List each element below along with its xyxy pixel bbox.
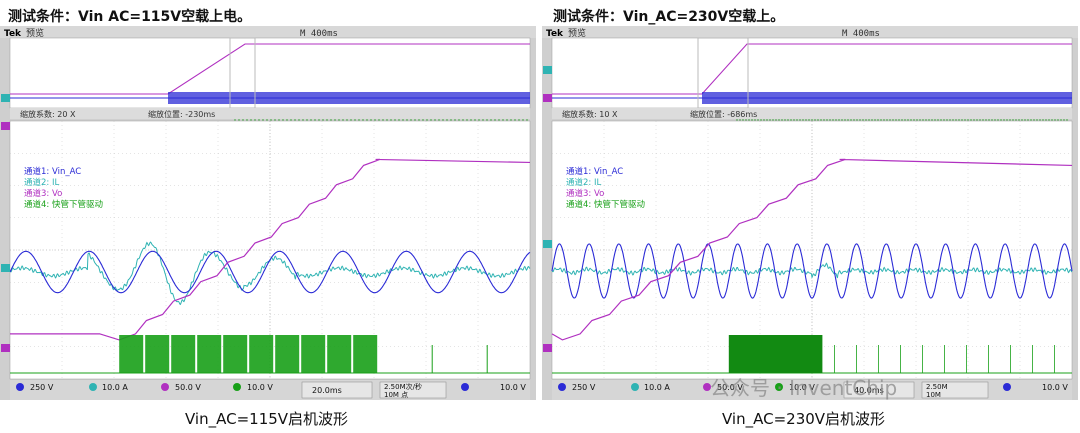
ch3-overview-marker[interactable] (1, 122, 10, 130)
vin-ac-trace (551, 243, 1073, 299)
panel-heading: 测试条件：Vin_AC=230V空载上。 (553, 9, 785, 25)
il-trace (551, 262, 1073, 280)
vin-ac-trace (9, 250, 531, 294)
status-trigger[interactable]: 10.0 V (1003, 383, 1068, 392)
mode-label: 预览 (26, 27, 44, 39)
watermark: 公众号 · InventChip (710, 376, 898, 400)
overview-vin-band (702, 92, 1072, 104)
brand-label: Tek (4, 29, 22, 39)
status-trigger[interactable]: 10.0 V (461, 383, 526, 392)
ch2-overview-marker[interactable] (1, 94, 10, 102)
record-length: 10M 点 (384, 391, 408, 399)
drive-burst (353, 335, 378, 373)
legend-ch4: 通道4: 快管下管驱动 (24, 199, 103, 210)
drive-burst (223, 335, 248, 373)
ch3-zero-marker[interactable] (543, 344, 552, 352)
oscilloscope-panel: Tek 预览 M 400ms 缩放系数: 10 X 缩放位置: -686ms 通… (542, 26, 1078, 400)
drive-burst (249, 335, 274, 373)
status-ch2[interactable]: 10.0 A (89, 383, 128, 392)
drive-burst (119, 335, 144, 373)
time-scale-box[interactable] (843, 381, 915, 399)
trigger-level: 10.0 V (1042, 383, 1068, 392)
channel-markers (1, 94, 10, 352)
ch3-scale: 50.0 V (717, 383, 743, 392)
vo-trace (551, 158, 1073, 341)
ch1-scale: 250 V (30, 383, 54, 392)
ch4-scale: 10.0 V (247, 383, 273, 392)
panel-caption: Vin_AC=230V启机波形 (722, 410, 886, 428)
ch3-scale: 50.0 V (175, 383, 201, 392)
vo-trace (10, 158, 531, 341)
drive-burst (327, 335, 352, 373)
time-scale: 20.0ms (312, 386, 342, 395)
status-ch4[interactable]: 10.0 V (233, 383, 273, 392)
brand-label: Tek (546, 29, 564, 39)
legend-ch3: 通道3: Vo (24, 188, 62, 199)
drive-burst (145, 335, 170, 373)
ch4-scale: 10.0 V (789, 383, 815, 392)
drive-burst (301, 335, 326, 373)
channel-markers (543, 66, 552, 352)
acquisition-box[interactable] (379, 381, 447, 399)
panel-caption: Vin_AC=115V启机波形 (185, 410, 349, 428)
timebase-label: M 400ms (300, 29, 338, 39)
waveforms (9, 158, 531, 374)
acquisition-box[interactable] (921, 381, 989, 399)
ch1-scale: 250 V (572, 383, 596, 392)
trigger-level: 10.0 V (500, 383, 526, 392)
overview-vo-trace (552, 43, 1072, 95)
drive-burst (728, 335, 823, 373)
mode-label: 预览 (568, 27, 586, 39)
overview-vin-band (168, 92, 530, 104)
time-scale-box[interactable] (301, 381, 373, 399)
drive-burst (275, 335, 300, 373)
ch2-scale: 10.0 A (644, 383, 670, 392)
drive-burst (197, 335, 222, 373)
zoom-position-label: 缩放位置: -686ms (690, 109, 757, 119)
status-ch1[interactable]: 250 V (16, 383, 54, 392)
legend-ch2: 通道2: IL (24, 177, 59, 188)
grid (10, 121, 530, 379)
zoom-factor-label: 缩放系数: 20 X (20, 109, 76, 119)
record-length: 10M (926, 391, 941, 399)
legend: 通道1: Vin_AC 通道2: IL 通道3: Vo 通道4: 快管下管驱动 (566, 166, 645, 210)
legend-ch1: 通道1: Vin_AC (566, 166, 623, 177)
legend-ch4: 通道4: 快管下管驱动 (566, 199, 645, 210)
legend-ch1: 通道1: Vin_AC (24, 166, 81, 177)
sample-rate: 2.50M (926, 383, 948, 391)
ch3-overview-marker[interactable] (543, 94, 552, 102)
ch2-zero-marker[interactable] (1, 264, 10, 272)
ch2-overview-marker[interactable] (543, 66, 552, 74)
sample-rate: 2.50M次/秒 (384, 382, 422, 391)
status-ch3[interactable]: 50.0 V (703, 383, 743, 392)
waveforms (551, 158, 1073, 374)
oscilloscope-screen: Tek 预览 M 400ms 缩放系数: 20 X 缩放位置: -230ms 通… (0, 26, 536, 400)
legend-ch3: 通道3: Vo (566, 188, 604, 199)
oscilloscope-panel: Tek 预览 M 400ms 缩放系数: 20 X 缩放位置: -230ms 通… (0, 26, 536, 400)
panel-heading: 测试条件：Vin AC=115V空载上电。 (8, 9, 252, 25)
timebase-label: M 400ms (842, 29, 880, 39)
status-ch3[interactable]: 50.0 V (161, 383, 201, 392)
legend: 通道1: Vin_AC 通道2: IL 通道3: Vo 通道4: 快管下管驱动 (24, 166, 103, 210)
status-ch2[interactable]: 10.0 A (631, 383, 670, 392)
status-ch1[interactable]: 250 V (558, 383, 596, 392)
status-ch4[interactable]: 10.0 V (775, 383, 815, 392)
zoom-factor-label: 缩放系数: 10 X (562, 109, 618, 119)
zoom-position-label: 缩放位置: -230ms (148, 109, 215, 119)
drive-burst (171, 335, 196, 373)
ch3-zero-marker[interactable] (1, 344, 10, 352)
overview-vo-trace (10, 43, 530, 95)
ch2-zero-marker[interactable] (543, 240, 552, 248)
ch2-scale: 10.0 A (102, 383, 128, 392)
legend-ch2: 通道2: IL (566, 177, 601, 188)
time-scale: 40.0ms (854, 386, 884, 395)
oscilloscope-screen: Tek 预览 M 400ms 缩放系数: 10 X 缩放位置: -686ms 通… (542, 26, 1078, 400)
